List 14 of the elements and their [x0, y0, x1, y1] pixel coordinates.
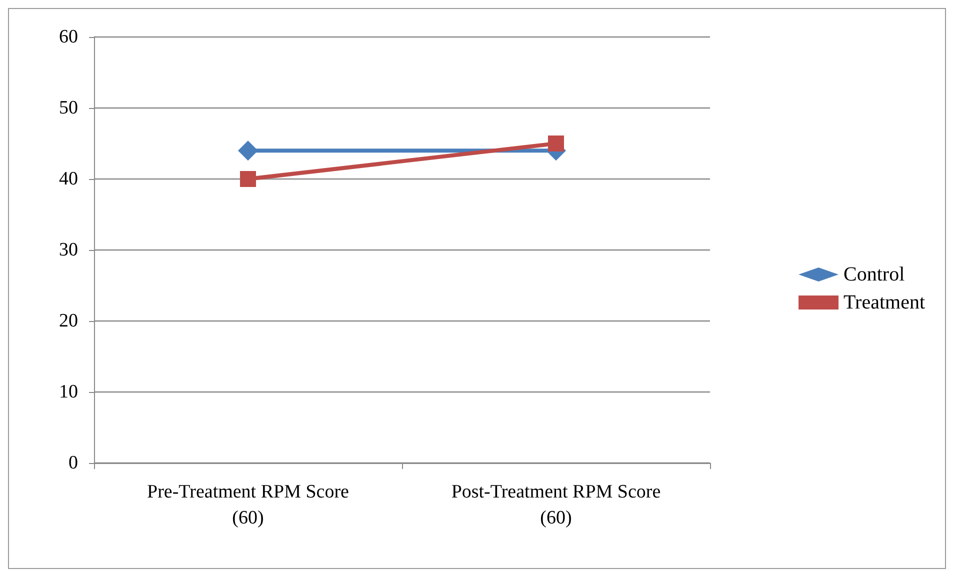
point: [548, 136, 564, 152]
legend-label: Treatment: [844, 292, 926, 314]
x-tick-label: Post-Treatment RPM Score (60): [451, 482, 661, 528]
point: [238, 140, 258, 161]
y-tick-label: 60: [59, 26, 78, 48]
x-tick-label: Pre-Treatment RPM Score (60): [147, 482, 349, 528]
y-tick-label: 10: [59, 382, 78, 402]
point: [240, 171, 256, 187]
y-tick-label: 30: [59, 240, 78, 260]
y-tick-label: 50: [59, 98, 78, 118]
y-tick-label: 0: [68, 452, 78, 474]
y-tick-label: 20: [59, 310, 78, 332]
y-tick-label: 40: [59, 168, 78, 190]
legend-label: Control: [844, 264, 906, 286]
